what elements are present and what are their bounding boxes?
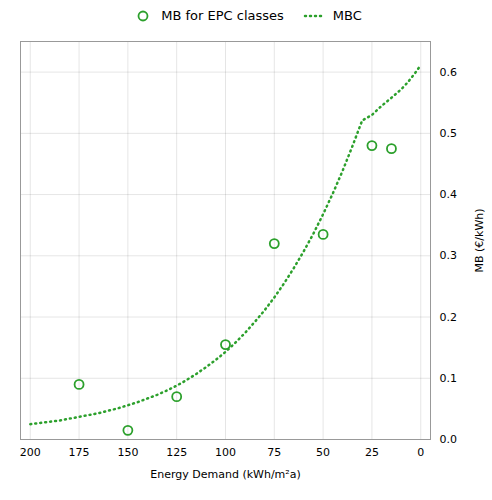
svg-text:125: 125 [166, 446, 187, 459]
svg-text:Energy Demand (kWh/m²a): Energy Demand (kWh/m²a) [150, 468, 301, 481]
svg-text:0.3: 0.3 [440, 249, 458, 262]
svg-text:0.1: 0.1 [440, 372, 458, 385]
svg-text:0.4: 0.4 [440, 188, 458, 201]
svg-text:MB (€/kWh): MB (€/kWh) [473, 208, 486, 272]
svg-text:0: 0 [417, 446, 424, 459]
svg-text:25: 25 [365, 446, 379, 459]
html-text:MB for EPC classes: MB for EPC classes [161, 8, 284, 23]
svg-text:0.5: 0.5 [440, 127, 458, 140]
svg-text:200: 200 [20, 446, 41, 459]
svg-text:50: 50 [316, 446, 330, 459]
svg-text:0.6: 0.6 [440, 66, 458, 79]
svg-text:0.2: 0.2 [440, 311, 458, 324]
svg-text:150: 150 [117, 446, 138, 459]
html-text:MBC: MBC [332, 8, 362, 23]
svg-text:75: 75 [267, 446, 281, 459]
svg-text:100: 100 [215, 446, 236, 459]
svg-text:175: 175 [69, 446, 90, 459]
svg-text:0.0: 0.0 [440, 433, 458, 446]
